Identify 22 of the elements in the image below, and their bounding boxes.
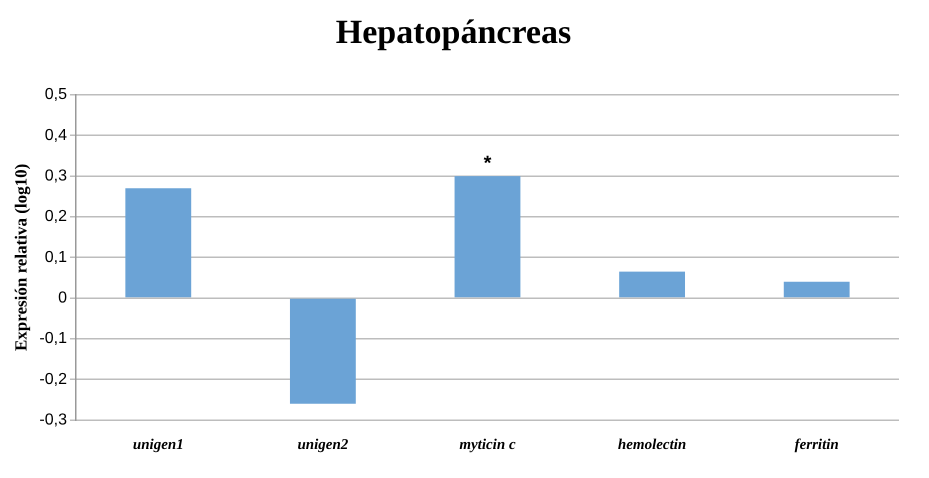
y-tick-label: 0,4 xyxy=(44,126,68,144)
chart-title: Hepatopáncreas xyxy=(336,14,572,52)
x-tick-label: unigen1 xyxy=(132,436,184,453)
y-tick-label: -0,1 xyxy=(39,330,68,348)
bar xyxy=(454,176,520,298)
x-tick-label: unigen2 xyxy=(297,436,349,453)
annotation: * xyxy=(484,152,492,175)
y-tick-label: 0,5 xyxy=(44,86,68,104)
bar xyxy=(619,272,686,298)
x-tick-label: myticin c xyxy=(459,436,516,453)
y-tick-label: 0,3 xyxy=(44,168,68,185)
y-tick-label: 0 xyxy=(58,289,68,306)
x-tick-label: hemolectin xyxy=(618,436,686,453)
y-tick-label: 0,2 xyxy=(44,208,68,226)
x-tick-label: ferritin xyxy=(794,436,839,453)
y-axis-title: Expresión relativa (log10) xyxy=(12,164,31,352)
bar xyxy=(290,298,356,404)
bar xyxy=(125,188,192,298)
y-tick-label: -0,2 xyxy=(39,370,68,388)
bar xyxy=(784,282,850,298)
y-tick-label: -0,3 xyxy=(39,411,68,428)
y-tick-label: 0,1 xyxy=(44,248,68,266)
